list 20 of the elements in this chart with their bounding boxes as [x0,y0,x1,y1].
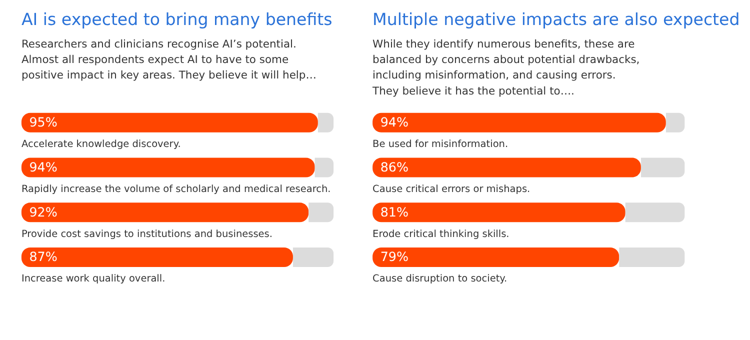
category-label: Provide cost savings to institutions and businesses. [21,228,272,240]
category-label: Increase work quality overall. [21,274,166,285]
data-label: 79% [380,249,409,264]
data-label: 87% [29,249,58,264]
category-label: Be used for misinformation. [372,139,508,150]
category-label: Rapidly increase the volume of scholarly and medical research. [21,184,331,195]
category-label: Cause disruption to society. [372,274,508,285]
category-label: Accelerate knowledge discovery. [21,139,181,150]
category-label: Erode critical thinking skills. [372,228,510,240]
category-label: Cause critical errors or mishaps. [372,184,530,195]
chart-subtitle: While they identify numerous benefits, these are balanced by concerns about potential drawbacks, including misinformation, and causing errors. They believe it has the potential to…. [372,38,640,98]
chart-title: Multiple negative impacts are also expected [372,10,740,30]
data-label: 95% [29,114,58,130]
data-label: 92% [29,204,58,220]
data-label: 94% [29,159,58,174]
data-label: 81% [380,204,409,220]
chart-title: AI is expected to bring many benefits [21,10,332,30]
data-label: 94% [380,114,409,130]
data-label: 86% [380,159,409,174]
chart-subtitle: Researchers and clinicians recognise AI’s potential. Almost all respondents expect AI to have to some positive impact in key areas. They believe it will help… [21,38,316,82]
